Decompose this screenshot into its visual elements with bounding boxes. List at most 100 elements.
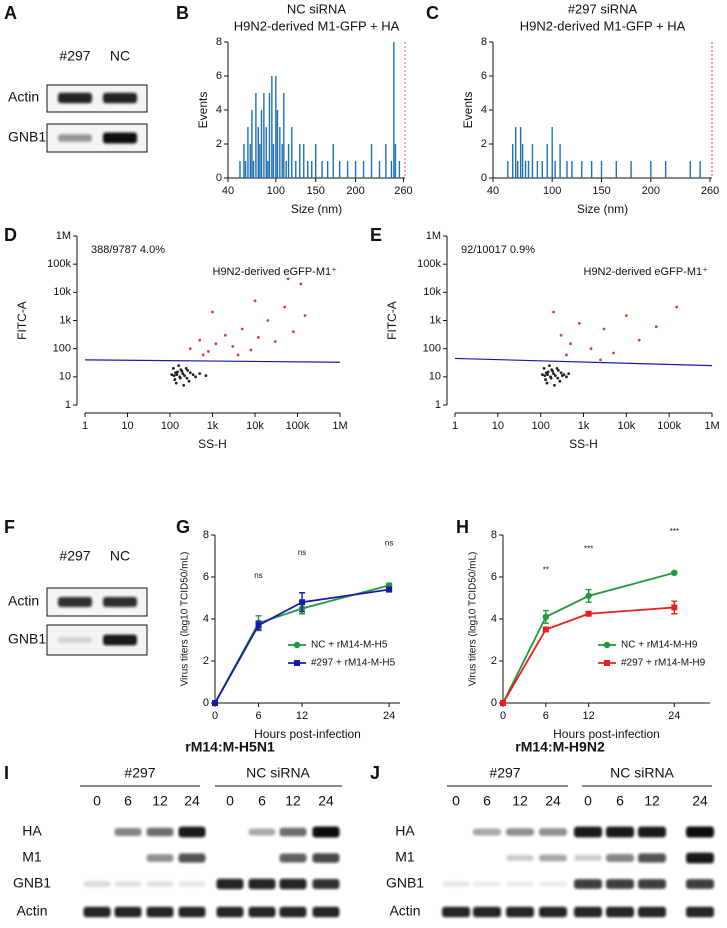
time-label: 6 (258, 793, 266, 809)
scatter-point (555, 366, 559, 370)
scatter-point (236, 353, 240, 357)
scatter-point (253, 299, 257, 303)
x-tick-label: 150 (307, 185, 325, 197)
x-tick-label: 1 (452, 420, 458, 432)
y-tick-label: 100k (47, 258, 71, 270)
time-label: 0 (226, 793, 234, 809)
lane-label: #297 (59, 48, 90, 64)
y-tick-label: 8 (481, 36, 487, 48)
y-tick-label: 0 (216, 172, 222, 184)
scatter-point (191, 373, 195, 377)
blot-band (473, 906, 501, 918)
blot-band (83, 881, 111, 887)
y-tick-label: 0 (491, 697, 497, 709)
time-label: 6 (124, 793, 132, 809)
blot-band (638, 906, 666, 918)
x-axis-label: Hours post-infection (254, 727, 361, 741)
time-label: 6 (483, 793, 491, 809)
y-tick-label: 2 (216, 138, 222, 150)
group-label: #297 (124, 765, 155, 781)
scatter-point (266, 319, 270, 322)
panel-label: C (426, 3, 439, 23)
scatter-point (186, 368, 190, 372)
scatter-point (180, 369, 184, 373)
scatter-point (187, 379, 191, 383)
scatter-point (557, 368, 560, 372)
scatter-point (231, 345, 235, 348)
row-label: Actin (8, 89, 39, 105)
scatter-point (602, 327, 606, 331)
scatter-point (204, 374, 208, 378)
y-tick-label: 100 (423, 343, 441, 355)
x-tick-label: 6 (255, 710, 261, 722)
scatter-point (612, 351, 615, 355)
x-tick-label: 100 (543, 185, 561, 197)
blot-band (279, 827, 307, 837)
scatter-point (206, 349, 210, 353)
panel-label: D (4, 225, 17, 245)
group-label: NC siRNA (610, 765, 674, 781)
x-axis-label: Size (nm) (577, 202, 628, 216)
y-tick-label: 6 (203, 571, 209, 583)
row-label: GNB1 (386, 875, 424, 891)
blot-band (506, 828, 534, 836)
y-axis-label: Virus titers (log10 TCID50/mL) (468, 552, 479, 687)
point (500, 700, 506, 706)
scatter-point (558, 379, 562, 383)
legend-marker (603, 641, 611, 649)
scatter-point (170, 373, 174, 377)
x-tick-label: 100k (286, 420, 310, 432)
row-label: HA (395, 823, 415, 839)
scatter-point (552, 372, 555, 376)
panel-label: J (370, 763, 380, 783)
blot-band (103, 596, 137, 608)
group-label: NC siRNA (246, 765, 310, 781)
blot-band (312, 878, 340, 890)
row-label: HA (22, 823, 42, 839)
scatter-point (654, 325, 658, 329)
scatter-point (541, 373, 544, 377)
y-tick-label: 4 (203, 613, 209, 625)
y-tick-label: 2 (491, 655, 497, 667)
blot-band (606, 854, 634, 862)
point (671, 604, 678, 611)
series-line (214, 588, 390, 704)
annotation: 388/9787 4.0% (91, 244, 165, 256)
blot-band (103, 92, 137, 104)
chart: 40 100 150 200 260 0 2 4 6 8 #297 siRNA H9N2-derive… (461, 1, 719, 216)
x-tick-label: 100k (657, 420, 681, 432)
time-label: 12 (512, 793, 528, 809)
y-tick-label: 10 (429, 371, 441, 383)
blot-f: #297 NC Actin GNB1 (8, 548, 148, 656)
chart-title: #297 siRNA (568, 1, 638, 16)
gate-line (454, 357, 713, 367)
blot-band (686, 852, 714, 864)
significance: ns (385, 538, 393, 547)
point (255, 622, 262, 629)
legend-marker (293, 641, 301, 649)
y-tick-label: 8 (216, 36, 222, 48)
blot-band (279, 878, 307, 890)
panel-label: A (4, 3, 17, 23)
x-tick-label: 40 (487, 185, 499, 197)
scatter-point (178, 376, 182, 380)
scatter-point (198, 338, 202, 342)
blot-title: rM14:M-H5N1 (185, 739, 275, 755)
legend-label: NC + rM14-M-H9 (621, 640, 698, 651)
blot-band (638, 853, 666, 863)
group-label: #297 (489, 765, 520, 781)
blot-band (506, 881, 534, 887)
x-axis-label: Hours post-infection (553, 727, 660, 741)
scatter-point (553, 374, 557, 378)
scatter-point (171, 366, 175, 370)
blot-band (442, 881, 470, 887)
row-label: GNB1 (13, 875, 51, 891)
y-tick-label: 100 (53, 343, 71, 355)
time-label: 0 (452, 793, 460, 809)
blot-band (58, 637, 92, 643)
y-tick-label: 4 (481, 104, 487, 116)
series-line (502, 606, 675, 704)
series-line (502, 571, 675, 704)
scatter-point (545, 381, 549, 385)
